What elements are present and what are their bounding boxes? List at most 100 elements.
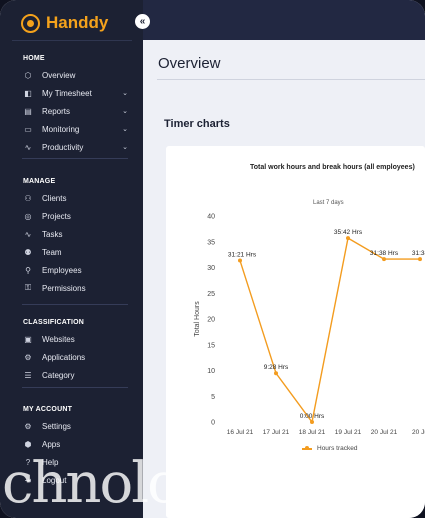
sidebar-item-monitoring[interactable]: ▭ Monitoring ⌄ (22, 121, 132, 137)
chevron-down-icon: ⌄ (122, 108, 128, 115)
sidebar-item-label: Overview (42, 70, 76, 80)
brand-logo-icon (21, 13, 40, 33)
sidebar-item-apps[interactable]: ⬢ Apps (22, 436, 132, 452)
data-point (238, 258, 242, 263)
x-tick-label: 16 Jul 21 (227, 429, 254, 436)
sidebar-item-label: Websites (42, 334, 75, 344)
data-point (418, 257, 422, 262)
chevron-down-icon: ⌄ (122, 126, 128, 133)
top-bar (143, 0, 425, 40)
sidebar-item-label: Projects (42, 211, 71, 221)
website-icon: ▣ (24, 334, 32, 344)
sidebar-item-websites[interactable]: ▣ Websites (22, 331, 132, 347)
x-tick-label: 20 Jul 21 (371, 429, 398, 436)
divider (22, 158, 128, 159)
employee-icon: ⚲ (25, 265, 31, 275)
y-tick-label: 30 (207, 265, 215, 272)
legend-swatch (302, 446, 312, 450)
sidebar-item-overview[interactable]: ⬡ Overview (22, 67, 132, 83)
sidebar-item-label: Clients (42, 193, 67, 203)
sidebar-item-permissions[interactable]: ⚿ Permissions (22, 280, 132, 296)
chart-card (166, 146, 425, 518)
sidebar-item-applications[interactable]: ⚙ Applications (22, 349, 132, 365)
chart-subtitle: Last 7 days (313, 200, 344, 206)
section-title-classification: CLASSIFICATION (23, 319, 85, 326)
tasks-icon: ∿ (24, 229, 32, 239)
sidebar-item-projects[interactable]: ◎ Projects (22, 208, 132, 224)
sidebar-item-settings[interactable]: ⚙ Settings (22, 418, 132, 434)
data-label: 31:38 (412, 250, 425, 257)
cube-icon: ⬡ (24, 70, 32, 80)
data-label: 31:38 Hrs (370, 250, 399, 257)
gear-icon: ⚙ (24, 421, 32, 431)
line-chart: 0 5 10 15 20 25 30 35 40 Total Hours 16 Jul 21 17 J… (194, 214, 425, 437)
data-label: 0:00 Hrs (300, 413, 325, 420)
sidebar-item-label: Help (42, 457, 59, 467)
page-title: Overview (158, 55, 221, 72)
team-icon: ⚉ (24, 247, 32, 257)
help-icon: ? (25, 457, 31, 467)
y-tick-label: 15 (207, 342, 215, 349)
x-tick-label: 17 Jul 21 (263, 429, 290, 436)
data-label: 31:21 Hrs (228, 252, 257, 259)
x-tick-label: 18 Jul 21 (299, 429, 326, 436)
logout-icon: ⇥ (24, 475, 32, 485)
sidebar-item-label: Team (42, 247, 62, 257)
sidebar-item-reports[interactable]: ▤ Reports ⌄ (22, 103, 132, 119)
legend-label: Hours tracked (317, 445, 358, 452)
watermark: chnologycoun (2, 451, 374, 516)
brand[interactable]: Handdy (21, 12, 108, 34)
sidebar-item-label: Permissions (42, 283, 86, 293)
sidebar-item-label: Logout (42, 475, 67, 485)
data-point (310, 420, 314, 424)
y-tick-label: 0 (211, 420, 215, 427)
divider (157, 79, 425, 80)
sidebar-item-logout[interactable]: ⇥ Logout (22, 472, 132, 488)
y-tick-label: 35 (207, 239, 215, 246)
permission-icon: ⚿ (24, 283, 32, 292)
applications-icon: ⚙ (24, 352, 32, 362)
data-label: 35:42 Hrs (334, 229, 363, 236)
sidebar-item-category[interactable]: ☰ Category (22, 367, 132, 383)
chart-title: Total work hours and break hours (all em… (250, 164, 415, 171)
sidebar-item-label: Tasks (42, 229, 63, 239)
chevron-down-icon: ⌄ (122, 144, 128, 151)
report-icon: ▤ (24, 106, 32, 116)
sidebar-item-label: Category (42, 370, 75, 380)
collapse-sidebar-button[interactable]: « (135, 14, 150, 29)
sidebar-item-clients[interactable]: ⚇ Clients (22, 190, 132, 206)
data-label: 9:28 Hrs (264, 364, 289, 371)
sidebar-item-label: Employees (42, 265, 82, 275)
chart-legend[interactable]: Hours tracked (302, 445, 357, 452)
sidebar-item-productivity[interactable]: ∿ Productivity ⌄ (22, 139, 132, 155)
x-tick-label: 19 Jul 21 (335, 429, 362, 436)
brand-name: Handdy (46, 13, 109, 32)
sidebar-item-help[interactable]: ? Help (22, 454, 132, 470)
data-point (274, 371, 278, 376)
sidebar-item-label: Applications (42, 352, 86, 362)
sidebar: Handdy HOME ⬡ Overview ◧ My Timesheet ⌄ ▤ Repor… (0, 0, 143, 518)
clients-icon: ⚇ (24, 193, 32, 203)
y-tick-label: 25 (207, 291, 215, 298)
timesheet-icon: ◧ (24, 88, 32, 98)
category-icon: ☰ (24, 370, 32, 380)
sidebar-item-team[interactable]: ⚉ Team (22, 244, 132, 260)
y-tick-label: 10 (207, 368, 215, 375)
section-title-manage: MANAGE (23, 178, 56, 185)
sidebar-item-label: My Timesheet (42, 88, 92, 98)
sidebar-item-label: Settings (42, 421, 71, 431)
data-point (346, 236, 350, 241)
sidebar-item-tasks[interactable]: ∿ Tasks (22, 226, 132, 242)
y-tick-label: 40 (207, 214, 215, 221)
chevron-down-icon: ⌄ (122, 90, 128, 97)
sidebar-item-my-timesheet[interactable]: ◧ My Timesheet ⌄ (22, 85, 132, 101)
y-tick-label: 5 (211, 394, 215, 401)
y-axis-label: Total Hours (194, 301, 201, 337)
sidebar-item-label: Reports (42, 106, 71, 116)
data-point (382, 257, 386, 262)
monitor-icon: ▭ (24, 124, 32, 134)
sidebar-item-label: Monitoring (42, 124, 80, 134)
sidebar-item-label: Apps (42, 439, 61, 449)
sidebar-item-employees[interactable]: ⚲ Employees (22, 262, 132, 278)
